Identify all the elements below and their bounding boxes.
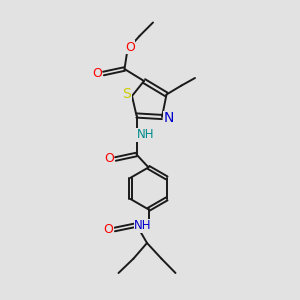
Text: NH: NH xyxy=(137,128,154,142)
Text: O: O xyxy=(103,223,113,236)
Text: N: N xyxy=(164,112,174,125)
Text: O: O xyxy=(92,67,102,80)
Text: S: S xyxy=(122,88,131,101)
Text: NH: NH xyxy=(134,219,152,232)
Text: O: O xyxy=(125,40,135,54)
Text: O: O xyxy=(104,152,114,166)
